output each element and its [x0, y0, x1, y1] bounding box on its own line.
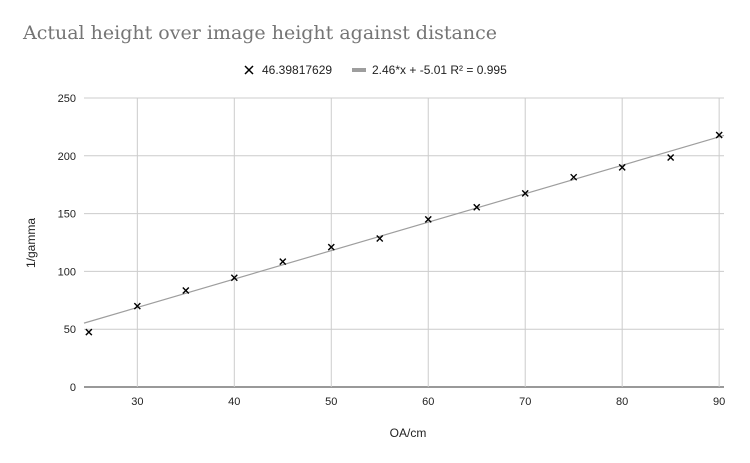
y-tick-label: 100: [58, 266, 76, 278]
y-axis-label: 1/gamma: [24, 218, 38, 268]
y-tick-label: 0: [70, 382, 76, 394]
data-point: [182, 286, 190, 294]
data-point: [667, 154, 675, 162]
data-point: [327, 243, 335, 251]
data-point: [570, 173, 578, 181]
gridlines: [84, 97, 724, 388]
trendline-layer: [83, 134, 725, 324]
x-axis-label: OA/cm: [390, 426, 427, 440]
data-point: [521, 189, 529, 197]
legend-series-label: 46.39817629: [262, 63, 332, 77]
data-point: [715, 131, 723, 139]
trendline: [83, 134, 725, 324]
data-point: [133, 302, 141, 310]
y-tick-label: 250: [58, 93, 76, 105]
x-tick-label: 40: [228, 396, 240, 408]
data-point: [85, 328, 93, 336]
y-tick-label: 200: [58, 151, 76, 163]
data-point: [473, 203, 481, 211]
y-tick-label: 50: [64, 324, 76, 336]
y-tick-label: 150: [58, 209, 76, 221]
x-tick-labels: 30 40 50 60 70 80 90: [131, 396, 725, 408]
data-point: [424, 215, 432, 223]
x-tick-label: 90: [713, 396, 725, 408]
x-tick-label: 60: [422, 396, 434, 408]
legend-marker-icon: [244, 65, 254, 75]
x-tick-label: 50: [325, 396, 337, 408]
chart-title: Actual height over image height against …: [23, 22, 497, 44]
y-tick-labels: 0 50 100 150 200 250: [58, 93, 76, 394]
x-tick-label: 70: [519, 396, 531, 408]
data-point: [376, 234, 384, 242]
legend-trendline-label: 2.46*x + -5.01 R² = 0.995: [372, 63, 507, 77]
data-point: [230, 274, 238, 282]
data-points: [85, 131, 723, 336]
x-tick-label: 30: [131, 396, 143, 408]
x-tick-label: 80: [616, 396, 628, 408]
legend: 46.39817629 2.46*x + -5.01 R² = 0.995: [244, 63, 507, 77]
data-point: [618, 163, 626, 171]
data-point: [279, 258, 287, 266]
